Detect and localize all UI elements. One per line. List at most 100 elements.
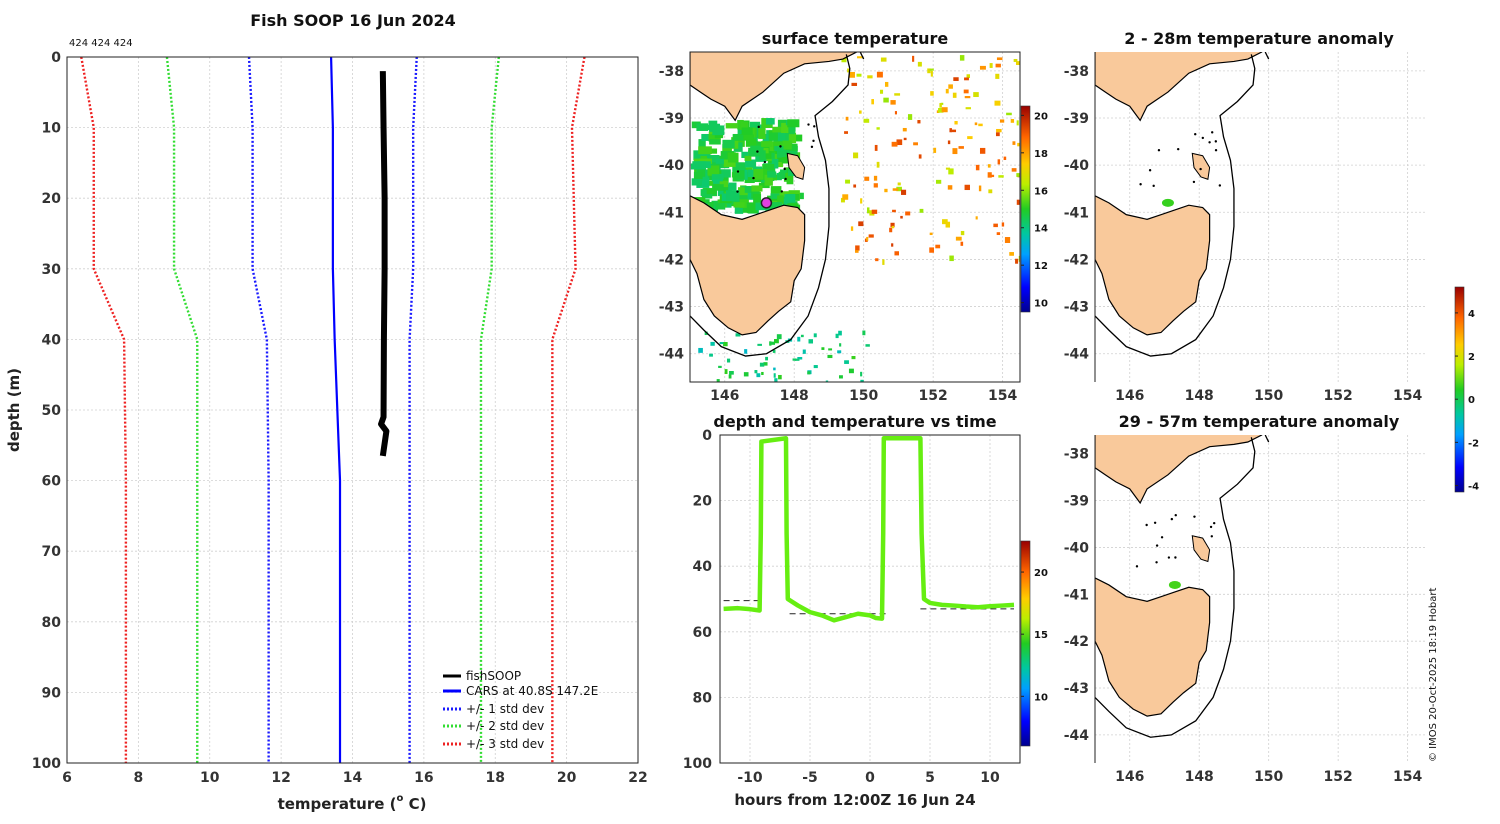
profile-corner-label: 424 424 424	[69, 38, 133, 49]
sst-cell	[717, 188, 726, 196]
vessel-location-marker	[760, 197, 773, 209]
sst-cell	[763, 362, 768, 366]
profile-y-tick-label: 60	[42, 474, 62, 490]
sst-cell	[883, 97, 889, 103]
sst-cell	[880, 57, 887, 62]
anomaly-deep-islet	[1210, 535, 1213, 538]
sst-cell	[975, 164, 980, 171]
sst-cell	[733, 202, 745, 208]
anomaly-deep-title: 29 - 57m temperature anomaly	[1119, 412, 1400, 431]
sst-map-mainland-land	[690, 52, 858, 122]
sst-cell	[935, 244, 941, 249]
copyright-note: © IMOS 20-Oct-2025 18:19 Hobart	[1428, 587, 1439, 762]
sst-cell	[979, 65, 986, 70]
sst-cell	[952, 92, 957, 98]
anomaly-deep-islet	[1155, 544, 1159, 547]
anomaly-deep-islet	[1153, 521, 1157, 524]
sst-cell	[949, 128, 952, 133]
profile-x-ticks: 6 8 10 12 14 16 18 20 22	[62, 770, 648, 786]
depth-time-y-tick-label: 40	[693, 559, 713, 575]
sst-cell	[964, 184, 970, 191]
anomaly-deep-spot-mark	[1168, 580, 1181, 589]
sst-cell	[1016, 199, 1020, 205]
sst-cell	[945, 88, 949, 94]
anomaly-shallow-x-tick-label: 152	[1324, 388, 1353, 404]
sst-cell	[850, 226, 854, 231]
depth-time-panel: depth and temperature vs time -10 -5 0 5 10 …	[683, 412, 1048, 809]
anomaly-deep-spot	[1168, 580, 1181, 589]
sst-cell	[975, 216, 978, 220]
anomaly-shallow-geography	[1095, 52, 1270, 357]
legend-label-fishsoop: fishSOOP	[466, 669, 521, 683]
sst-cell	[776, 147, 786, 158]
sst-cell	[919, 208, 924, 213]
anomaly-colorbar-tick-label: -4	[1468, 482, 1479, 493]
anomaly-shallow-islet	[1157, 148, 1161, 152]
sst-cell	[773, 367, 776, 371]
sst-map-panel: surface temperature 146 148 150 152 154 -38-…	[659, 29, 1048, 404]
anomaly-deep-x-tick-label: 150	[1254, 769, 1283, 785]
sst-cell	[700, 189, 707, 196]
sst-cell	[917, 120, 921, 124]
std-dev-lower-line-1	[247, 56, 270, 763]
sst-map-x-tick-label: 146	[710, 388, 739, 404]
sst-cell	[995, 63, 1001, 68]
anomaly-deep-flinders-island	[1191, 535, 1211, 563]
sst-map-islet	[757, 125, 760, 129]
sst-cell	[698, 146, 712, 155]
anomaly-shallow-shelf-contour	[1095, 54, 1256, 357]
sst-cell	[691, 178, 702, 186]
anomaly-deep-panel: 29 - 57m temperature anomaly 146 148 150 15…	[1064, 286, 1479, 785]
sst-cell	[868, 234, 874, 238]
anomaly-shallow-tasmania-land	[1095, 195, 1211, 336]
sst-cell	[770, 193, 780, 199]
sst-cell	[849, 71, 855, 78]
sst-cell	[751, 185, 763, 192]
sst-cell	[845, 179, 851, 184]
sst-cell	[761, 371, 764, 375]
sst-cell	[867, 75, 873, 79]
sst-cell	[774, 339, 779, 344]
sst-colorbar-tick-label: 12	[1034, 261, 1048, 272]
sst-cell	[884, 81, 889, 87]
anomaly-shallow-y-tick-label: -42	[1064, 252, 1089, 268]
depth-time-y-tick-label: 80	[693, 690, 713, 706]
anomaly-colorbar-tick-label: -2	[1468, 438, 1479, 449]
sst-map-title: surface temperature	[762, 29, 949, 48]
sst-cell	[765, 118, 775, 125]
sst-map-islet	[736, 170, 740, 173]
sst-cell	[871, 209, 878, 214]
sst-cell	[896, 139, 903, 146]
depth-time-x-tick-label: 5	[925, 770, 935, 786]
anomaly-shallow-islet	[1194, 132, 1197, 136]
sst-cell	[708, 134, 720, 142]
sst-cell	[999, 119, 1005, 123]
sst-cell	[701, 133, 712, 141]
sst-cell	[948, 168, 954, 175]
sst-cell	[696, 123, 709, 131]
anomaly-colorbar-tick-label: 2	[1468, 352, 1475, 363]
depth-trace-line	[723, 436, 1015, 623]
sst-cell	[890, 222, 895, 228]
sst-cell	[724, 369, 728, 375]
sst-cell	[813, 333, 817, 338]
profile-y-tick-label: 0	[51, 50, 61, 66]
sst-cell	[891, 141, 898, 147]
sst-cell	[807, 371, 811, 375]
sst-cell	[772, 126, 784, 133]
sst-cell	[741, 151, 748, 158]
sst-cell	[873, 175, 878, 181]
sst-cell	[707, 165, 720, 176]
sst-cell	[987, 164, 991, 168]
profile-y-tick-label: 30	[42, 262, 62, 278]
sst-cell	[711, 205, 718, 212]
sst-cell	[890, 100, 896, 105]
sst-cell	[884, 188, 888, 193]
sst-cell	[964, 77, 969, 81]
sst-cell	[978, 123, 983, 127]
sst-cell	[953, 77, 959, 81]
anomaly-shallow-islet	[1214, 140, 1218, 143]
sst-cell	[947, 140, 951, 145]
anomaly-shallow-flinders-island	[1191, 152, 1211, 180]
anomaly-deep-islet	[1174, 556, 1177, 559]
